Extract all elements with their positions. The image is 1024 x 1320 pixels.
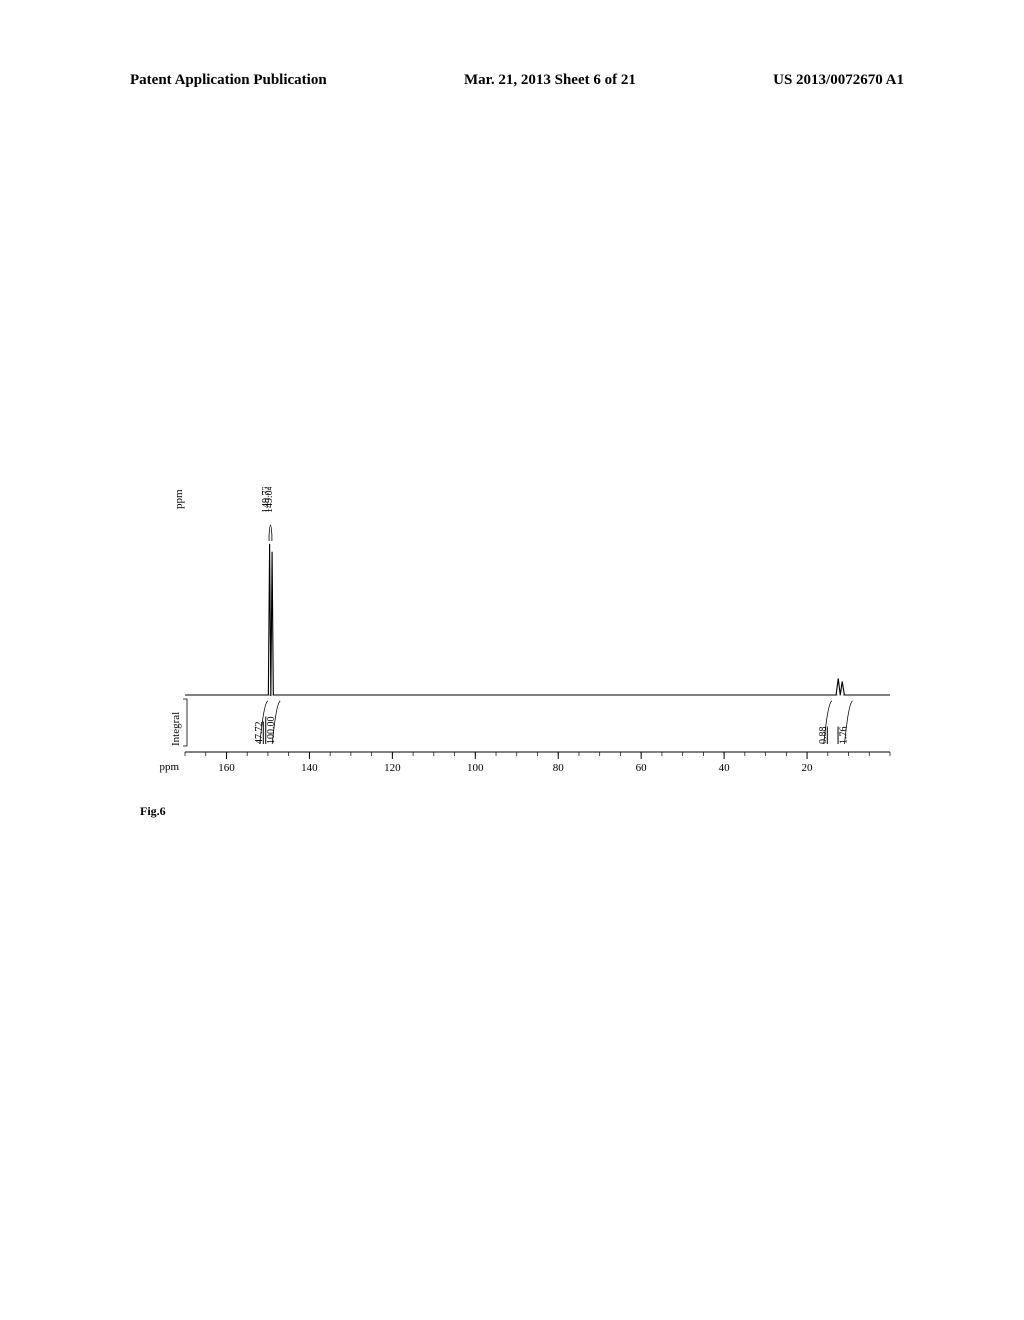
svg-text:ppm: ppm [159, 761, 179, 773]
header-right: US 2013/0072670 A1 [773, 72, 904, 89]
svg-text:160: 160 [218, 762, 235, 774]
svg-text:40: 40 [719, 762, 731, 774]
svg-text:100.00: 100.00 [266, 717, 277, 745]
svg-text:120: 120 [384, 762, 401, 774]
svg-text:80: 80 [553, 762, 565, 774]
header-left: Patent Application Publication [130, 72, 327, 89]
svg-text:20: 20 [802, 762, 814, 774]
figure-label: Fig.6 [140, 804, 166, 819]
svg-text:Integral: Integral [170, 712, 182, 746]
header-center: Mar. 21, 2013 Sheet 6 of 21 [464, 72, 636, 89]
page-header: Patent Application Publication Mar. 21, … [0, 72, 1024, 89]
svg-text:149.048: 149.048 [264, 487, 275, 513]
svg-text:1.76: 1.76 [839, 727, 850, 745]
svg-text:140: 140 [301, 762, 318, 774]
svg-text:ppm: ppm [173, 489, 185, 509]
svg-text:0.88: 0.88 [818, 727, 829, 745]
svg-text:47.72: 47.72 [254, 722, 265, 745]
svg-text:60: 60 [636, 762, 648, 774]
svg-text:100: 100 [467, 762, 484, 774]
nmr-chart: ppm149.731149.048Integral47.72100.000.88… [140, 487, 900, 797]
